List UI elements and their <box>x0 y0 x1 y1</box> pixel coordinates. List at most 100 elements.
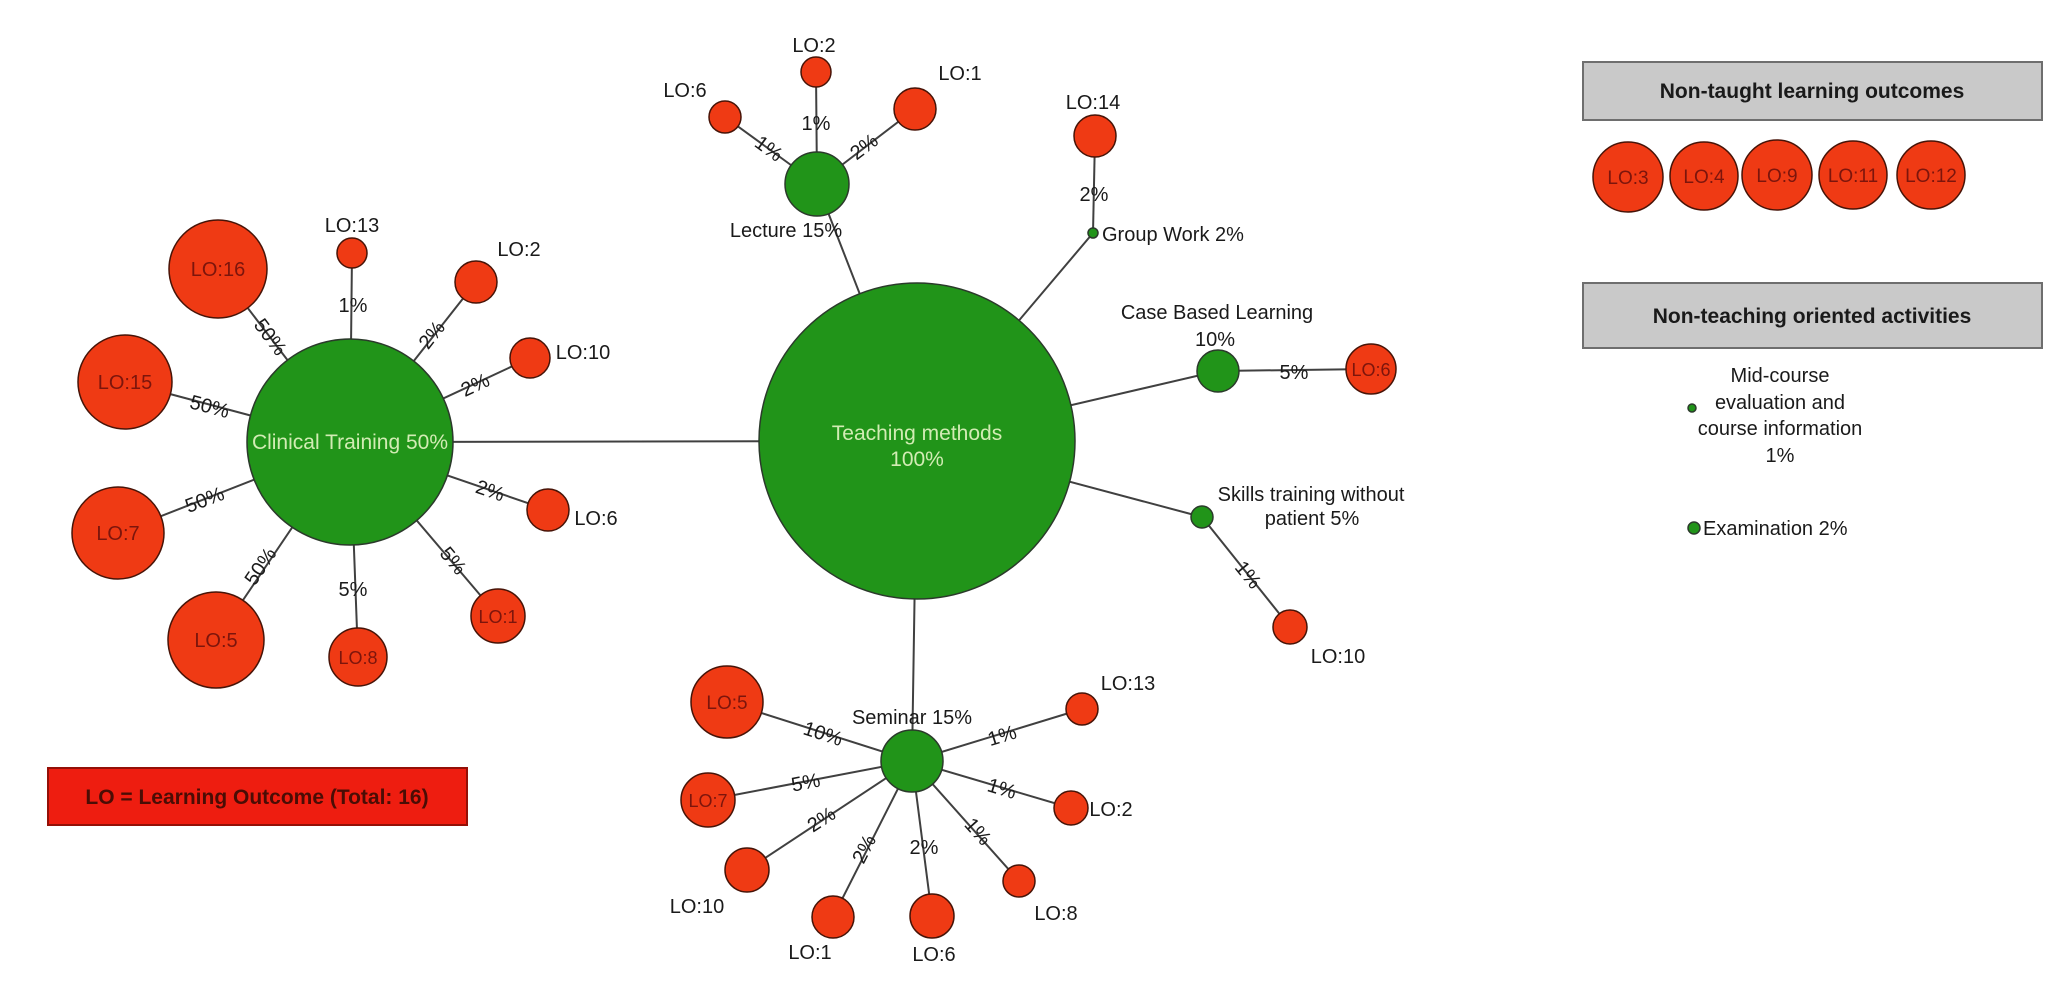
skills-training-label-line1: Skills training without <box>1218 484 1405 506</box>
clinical-lo15-label: LO:15 <box>98 372 152 394</box>
seminar-label: Seminar 15% <box>852 707 972 729</box>
cbl-lo6-pct: 5% <box>1280 362 1309 384</box>
node-nontaught-lo9 <box>1741 139 1813 211</box>
seminar-lo2-pct: 1% <box>985 775 1019 805</box>
seminar-lo10-label: LO:10 <box>670 896 724 918</box>
node-seminar-lo7 <box>680 772 736 828</box>
teaching-methods-label-line1: Teaching methods <box>832 422 1002 445</box>
lecture-lo2-label: LO:2 <box>792 35 835 57</box>
seminar-lo13-label: LO:13 <box>1101 673 1155 695</box>
seminar-lo6-pct: 2% <box>910 837 939 859</box>
node-seminar-lo1 <box>811 895 855 939</box>
mid-course-label-line1: Mid-course <box>1731 365 1830 387</box>
mid-course-label-line3: course information <box>1698 418 1863 440</box>
clinical-lo16-label: LO:16 <box>191 259 245 281</box>
lecture-label: Lecture 15% <box>730 220 843 242</box>
seminar-lo2-label: LO:2 <box>1089 799 1132 821</box>
node-clinical-lo6 <box>526 488 570 532</box>
seminar-lo1-pct: 2% <box>848 831 881 867</box>
node-clinical-lo8 <box>328 627 388 687</box>
seminar-lo7-pct: 5% <box>790 770 823 797</box>
seminar-lo13-pct: 1% <box>985 721 1019 751</box>
clinical-lo16-pct: 50% <box>249 315 291 360</box>
skills-training-label-line2: patient 5% <box>1265 508 1360 530</box>
clinical-lo10-label: LO:10 <box>556 342 610 364</box>
node-examination <box>1687 521 1701 535</box>
cbl-lo6-label: LO:6 <box>1351 360 1390 380</box>
lecture-lo2-pct: 1% <box>802 113 831 135</box>
legend-label: LO = Learning Outcome (Total: 16) <box>85 786 428 809</box>
node-lecture-lo2 <box>800 56 832 88</box>
node-skills-lo10 <box>1272 609 1308 645</box>
clinical-lo13-label: LO:13 <box>325 215 379 237</box>
node-skills-training <box>1190 505 1214 529</box>
lecture-lo1-label: LO:1 <box>938 63 981 85</box>
node-clinical-lo15 <box>77 334 173 430</box>
clinical-lo15-pct: 50% <box>187 391 232 423</box>
groupwork-lo14-pct: 2% <box>1080 184 1109 206</box>
node-cbl-lo6 <box>1345 343 1397 395</box>
node-clinical-lo5 <box>167 591 265 689</box>
node-nontaught-lo12 <box>1896 140 1966 210</box>
teaching-methods-label-line2: 100% <box>890 448 944 471</box>
seminar-lo5-pct: 10% <box>800 718 845 751</box>
clinical-lo1-label: LO:1 <box>478 607 517 627</box>
node-nontaught-lo11 <box>1818 140 1888 210</box>
node-seminar-lo2 <box>1053 790 1089 826</box>
seminar-lo5-label: LO:5 <box>706 693 747 714</box>
nontaught-lo12-label: LO:12 <box>1905 166 1957 187</box>
clinical-lo13-pct: 1% <box>339 295 368 317</box>
clinical-lo6-pct: 2% <box>473 476 508 506</box>
node-seminar-lo10 <box>724 847 770 893</box>
skills-edge <box>1201 516 1291 628</box>
legend-box <box>47 767 468 826</box>
node-seminar <box>880 729 944 793</box>
node-seminar-lo8 <box>1002 864 1036 898</box>
node-seminar-lo13 <box>1065 692 1099 726</box>
node-seminar-lo6 <box>909 893 955 939</box>
clinical-lo5-label: LO:5 <box>194 630 237 652</box>
seminar-lo6-label: LO:6 <box>912 944 955 966</box>
node-clinical-lo13 <box>336 237 368 269</box>
node-lecture-lo1 <box>893 87 937 131</box>
node-group-work <box>1087 227 1099 239</box>
node-seminar-lo5 <box>690 665 764 739</box>
non-teaching-header-box <box>1582 282 2043 349</box>
node-groupwork-lo14 <box>1073 114 1117 158</box>
lecture-lo6-label: LO:6 <box>663 80 706 102</box>
non-teaching-header-label: Non-teaching oriented activities <box>1653 305 1972 328</box>
node-lecture-lo6 <box>708 100 742 134</box>
clinical-lo8-label: LO:8 <box>338 648 377 668</box>
non-taught-header-label: Non-taught learning outcomes <box>1660 80 1965 103</box>
nontaught-lo11-label: LO:11 <box>1828 166 1878 187</box>
clinical-lo6-label: LO:6 <box>574 508 617 530</box>
seminar-lo10-pct: 2% <box>804 803 840 837</box>
node-nontaught-lo4 <box>1669 141 1739 211</box>
node-nontaught-lo3 <box>1592 141 1664 213</box>
skills-lo10-label: LO:10 <box>1311 646 1365 668</box>
case-based-learning-pct: 10% <box>1195 329 1235 351</box>
clinical-lo7-pct: 50% <box>182 483 227 518</box>
node-clinical-lo7 <box>71 486 165 580</box>
node-clinical-training <box>246 338 454 546</box>
lecture-lo6-pct: 1% <box>750 132 786 167</box>
case-based-learning-label: Case Based Learning <box>1121 302 1313 324</box>
lecture-lo1-pct: 2% <box>846 130 882 165</box>
clinical-lo10-pct: 2% <box>458 369 494 401</box>
node-clinical-lo1 <box>470 588 526 644</box>
node-clinical-lo10 <box>509 337 551 379</box>
node-mid-course <box>1687 403 1697 413</box>
seminar-lo1-label: LO:1 <box>788 942 831 964</box>
nontaught-lo4-label: LO:4 <box>1683 167 1725 188</box>
node-teaching-methods <box>758 282 1076 600</box>
node-clinical-lo2 <box>454 260 498 304</box>
mid-course-label-line2: evaluation and <box>1715 392 1845 414</box>
nontaught-lo3-label: LO:3 <box>1607 168 1648 189</box>
node-clinical-lo16 <box>168 219 268 319</box>
node-lecture <box>784 151 850 217</box>
non-taught-header-box <box>1582 61 2043 121</box>
clinical-lo2-label: LO:2 <box>497 239 540 261</box>
group-work-label: Group Work 2% <box>1102 224 1244 246</box>
groupwork-lo14-label: LO:14 <box>1066 92 1120 114</box>
